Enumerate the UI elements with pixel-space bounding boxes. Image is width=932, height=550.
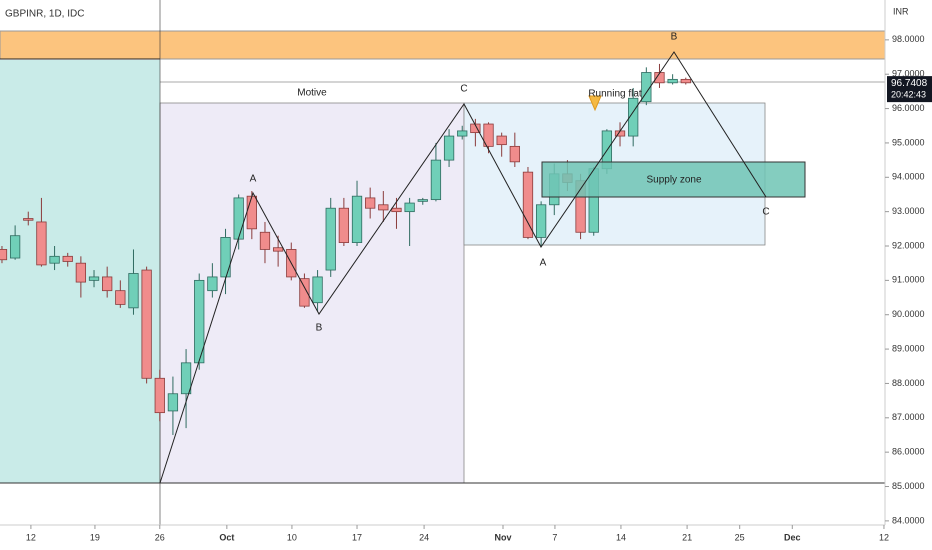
y-tick-label: 90.0000	[892, 309, 925, 319]
axis-title: INR	[893, 6, 909, 16]
label: Running flat	[588, 89, 642, 100]
y-tick-label: 96.0000	[892, 103, 925, 113]
candle-body	[167, 393, 179, 412]
candle-body	[233, 197, 244, 240]
x-tick-label: 12	[879, 532, 889, 542]
y-tick-label: 94.0000	[892, 172, 925, 182]
candle-body	[470, 123, 481, 134]
candle-body	[404, 202, 415, 213]
y-tick-label: 93.0000	[892, 206, 925, 216]
candle-body	[9, 235, 21, 259]
y-tick-label: 98.0000	[892, 34, 925, 44]
label: Motive	[297, 88, 327, 99]
candle-body	[430, 159, 442, 201]
candle-body	[365, 197, 376, 209]
x-tick-label: 7	[552, 532, 557, 542]
candle-body	[49, 255, 60, 264]
price-tag	[887, 76, 932, 103]
candle-body	[272, 247, 284, 252]
x-tick-label: 25	[735, 532, 745, 542]
candle-body	[23, 218, 34, 221]
label: A	[540, 258, 547, 269]
candle-body	[628, 97, 639, 137]
x-tick-label: 12	[26, 532, 36, 542]
candle-body	[351, 195, 363, 243]
y-tick-label: 91.0000	[892, 275, 925, 285]
y-tick-label: 86.0000	[892, 447, 925, 457]
label: B	[316, 323, 323, 334]
x-tick-label: 14	[616, 532, 626, 542]
candle-body	[180, 362, 192, 395]
candle-body	[154, 377, 165, 414]
candle-body	[667, 78, 678, 84]
label: B	[671, 32, 678, 43]
candle-body	[496, 135, 507, 146]
candle-body	[680, 78, 691, 84]
label: A	[250, 174, 257, 185]
candle-body	[417, 199, 428, 202]
x-tick-label: Oct	[219, 532, 234, 542]
x-tick-label: 17	[352, 532, 362, 542]
candle-body	[325, 207, 336, 271]
wave-lines	[159, 51, 767, 484]
candle-body	[378, 204, 389, 211]
y-tick-label: 88.0000	[892, 378, 925, 388]
y-tick-label: 85.0000	[892, 481, 925, 491]
motive-box	[159, 102, 465, 484]
candle-body	[141, 269, 152, 379]
y-tick-label: 89.0000	[892, 343, 925, 353]
candle-body	[641, 72, 652, 103]
candle-body	[535, 204, 547, 238]
candle-body	[0, 249, 8, 261]
x-tick-label: 24	[419, 532, 429, 542]
chart-title: GBPINR, 1D, IDC	[5, 9, 84, 20]
y-tick-label: 87.0000	[892, 412, 925, 422]
marker	[588, 95, 602, 112]
candle-body	[259, 231, 271, 250]
candle-body	[338, 207, 350, 243]
y-tick-label: 95.0000	[892, 137, 925, 147]
price-tag-countdown: 20:42:43	[891, 89, 926, 99]
time-axis	[0, 525, 885, 550]
x-tick-label: Nov	[494, 532, 511, 542]
candle-body	[457, 130, 468, 137]
candle-body	[312, 276, 323, 304]
candle-body	[194, 279, 205, 364]
y-tick-label: 92.0000	[892, 240, 925, 250]
x-tick-label: 19	[90, 532, 100, 542]
candle-body	[62, 255, 73, 262]
candle-body	[115, 290, 126, 305]
candle-body	[220, 237, 231, 278]
candle-body	[75, 262, 87, 283]
label: C	[762, 207, 769, 218]
candle-body	[522, 171, 534, 238]
label: C	[460, 84, 467, 95]
y-tick-label: 84.0000	[892, 515, 925, 525]
price-tag-label: 96.7408	[891, 78, 928, 89]
label: Supply zone	[646, 175, 701, 186]
supply-zone	[541, 161, 806, 198]
candle-body	[483, 123, 494, 147]
x-tick-label: 26	[155, 532, 165, 542]
candle-body	[509, 145, 520, 163]
y-tick-label: 97.0000	[892, 69, 925, 79]
candle-body	[246, 195, 257, 230]
candle-body	[207, 276, 218, 292]
x-tick-label: Dec	[784, 532, 801, 542]
candle-body	[36, 221, 47, 266]
orange-band	[0, 30, 886, 60]
candle-body	[443, 135, 455, 161]
candle-body	[88, 276, 100, 281]
candle-body	[128, 273, 139, 309]
x-tick-label: 21	[682, 532, 692, 542]
x-tick-label: 10	[287, 532, 297, 542]
candle-body	[102, 276, 113, 292]
candle-body	[391, 207, 402, 213]
candle-body	[299, 278, 310, 307]
